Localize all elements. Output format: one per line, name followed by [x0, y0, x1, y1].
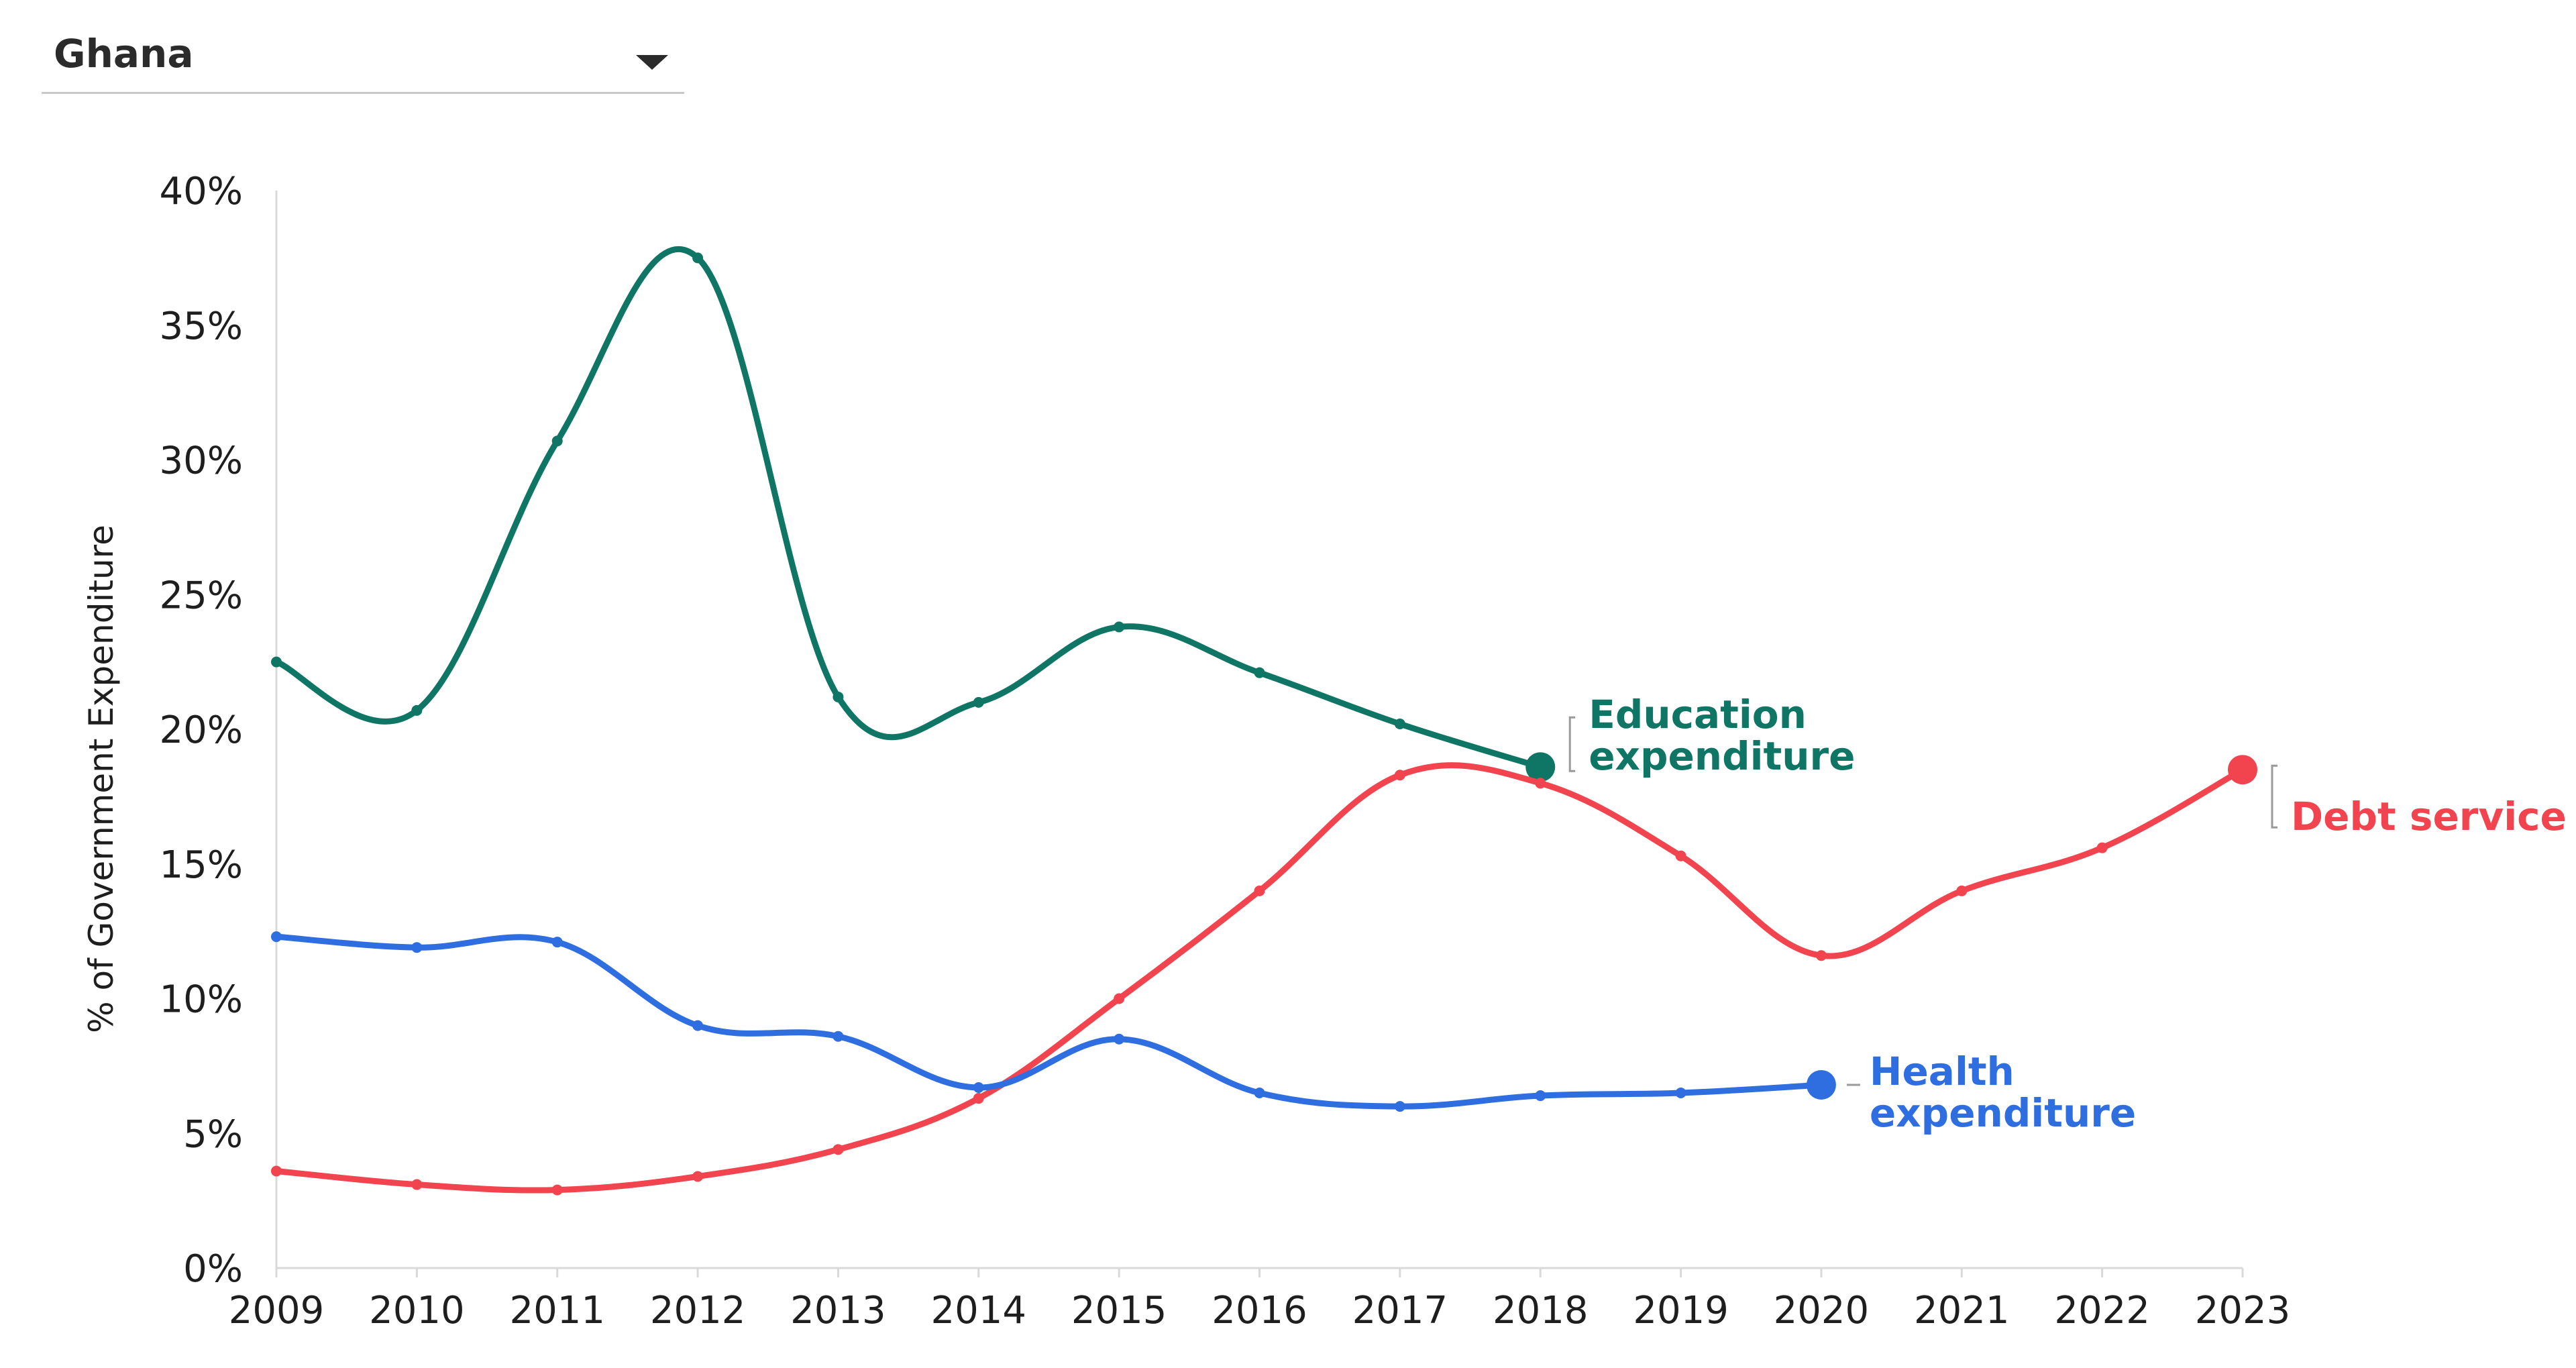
debt-service-point — [271, 1165, 282, 1177]
debt-service-point — [692, 1171, 704, 1182]
debt-service-point — [2096, 842, 2108, 853]
y-tick-label: 25% — [160, 574, 243, 617]
education-expenditure-point — [1254, 667, 1265, 678]
education-expenditure-line — [273, 246, 1544, 770]
x-tick-label: 2011 — [509, 1289, 605, 1332]
x-tick-label: 2017 — [1352, 1289, 1448, 1332]
y-tick-label: 10% — [160, 978, 243, 1022]
health-expenditure-point — [1394, 1101, 1405, 1112]
x-tick-label: 2016 — [1212, 1289, 1307, 1332]
health-expenditure-point — [551, 937, 563, 948]
y-tick-label: 30% — [160, 439, 243, 483]
health-expenditure-point — [973, 1082, 984, 1093]
health-expenditure-point — [1535, 1090, 1546, 1102]
x-tick-label: 2015 — [1071, 1289, 1167, 1332]
debt-service-endpoint — [2228, 755, 2257, 785]
y-axis-title: % of Government Expenditure — [82, 525, 121, 1033]
education-expenditure-point — [833, 691, 844, 702]
country-select-value: Ghana — [54, 31, 194, 76]
y-tick-label: 40% — [160, 170, 243, 213]
education-expenditure-point — [411, 704, 423, 716]
education-expenditure-label: Education — [1589, 692, 1807, 737]
y-axis-ticks: 0% 5% 10% 15% 20% 25% 30% 35% 40% — [160, 170, 243, 1291]
debt-service-point — [1394, 770, 1405, 781]
series-layer — [271, 246, 2257, 1196]
y-tick-label: 0% — [183, 1247, 243, 1291]
debt-service-point — [1114, 993, 1125, 1004]
debt-service-point — [411, 1179, 423, 1190]
y-tick-label: 5% — [183, 1112, 243, 1156]
health-expenditure-point — [271, 931, 282, 943]
x-tick-label: 2014 — [931, 1289, 1027, 1332]
education-expenditure-point — [1394, 718, 1405, 729]
x-tick-label: 2022 — [2054, 1289, 2150, 1332]
health-expenditure-point — [411, 942, 423, 953]
x-tick-label: 2023 — [2195, 1289, 2291, 1332]
education-expenditure-label: expenditure — [1589, 733, 1855, 779]
debt-service-line — [273, 762, 2246, 1194]
x-axis-ticks: 2009 2010 2011 2012 2013 2014 2015 2016 2017 2018… — [229, 1268, 2291, 1332]
debt-service-label-connector — [2271, 764, 2277, 829]
education-expenditure-endpoint — [1525, 752, 1556, 782]
health-expenditure-endpoint — [1806, 1069, 1836, 1100]
debt-service-point — [551, 1184, 563, 1196]
health-expenditure-point — [692, 1020, 704, 1031]
education-expenditure-label-connector — [1568, 716, 1576, 772]
y-tick-label: 35% — [160, 305, 243, 348]
education-expenditure-point — [973, 696, 984, 708]
debt-service-point — [1956, 885, 1968, 896]
x-tick-label: 2020 — [1774, 1289, 1870, 1332]
x-tick-label: 2019 — [1633, 1289, 1729, 1332]
health-expenditure-label: expenditure — [1870, 1090, 2136, 1136]
health-expenditure-line — [273, 933, 1825, 1110]
chevron-down-icon[interactable] — [636, 55, 668, 70]
debt-service-point — [1535, 778, 1546, 789]
debt-service-point — [973, 1093, 984, 1104]
health-expenditure-point — [1114, 1033, 1125, 1045]
debt-service-label: Debt service — [2291, 794, 2567, 839]
education-expenditure-point — [692, 252, 704, 264]
x-tick-label: 2013 — [790, 1289, 886, 1332]
education-expenditure-point — [1114, 621, 1125, 633]
x-tick-label: 2009 — [229, 1289, 325, 1332]
health-expenditure-point — [1675, 1088, 1686, 1099]
debt-service-point — [1815, 950, 1827, 961]
health-expenditure-label: Health — [1870, 1049, 2015, 1094]
health-expenditure-point — [1254, 1088, 1265, 1099]
y-tick-label: 15% — [160, 843, 243, 887]
x-tick-label: 2021 — [1914, 1289, 2010, 1332]
x-tick-label: 2018 — [1493, 1289, 1589, 1332]
country-select[interactable]: Ghana — [42, 15, 684, 94]
debt-service-point — [833, 1144, 844, 1155]
x-tick-label: 2010 — [369, 1289, 465, 1332]
health-expenditure-point — [833, 1031, 844, 1042]
y-tick-label: 20% — [160, 708, 243, 752]
x-tick-label: 2012 — [650, 1289, 746, 1332]
education-expenditure-point — [551, 435, 563, 447]
debt-service-point — [1675, 850, 1686, 861]
debt-service-point — [1254, 885, 1265, 896]
education-expenditure-point — [271, 656, 282, 668]
